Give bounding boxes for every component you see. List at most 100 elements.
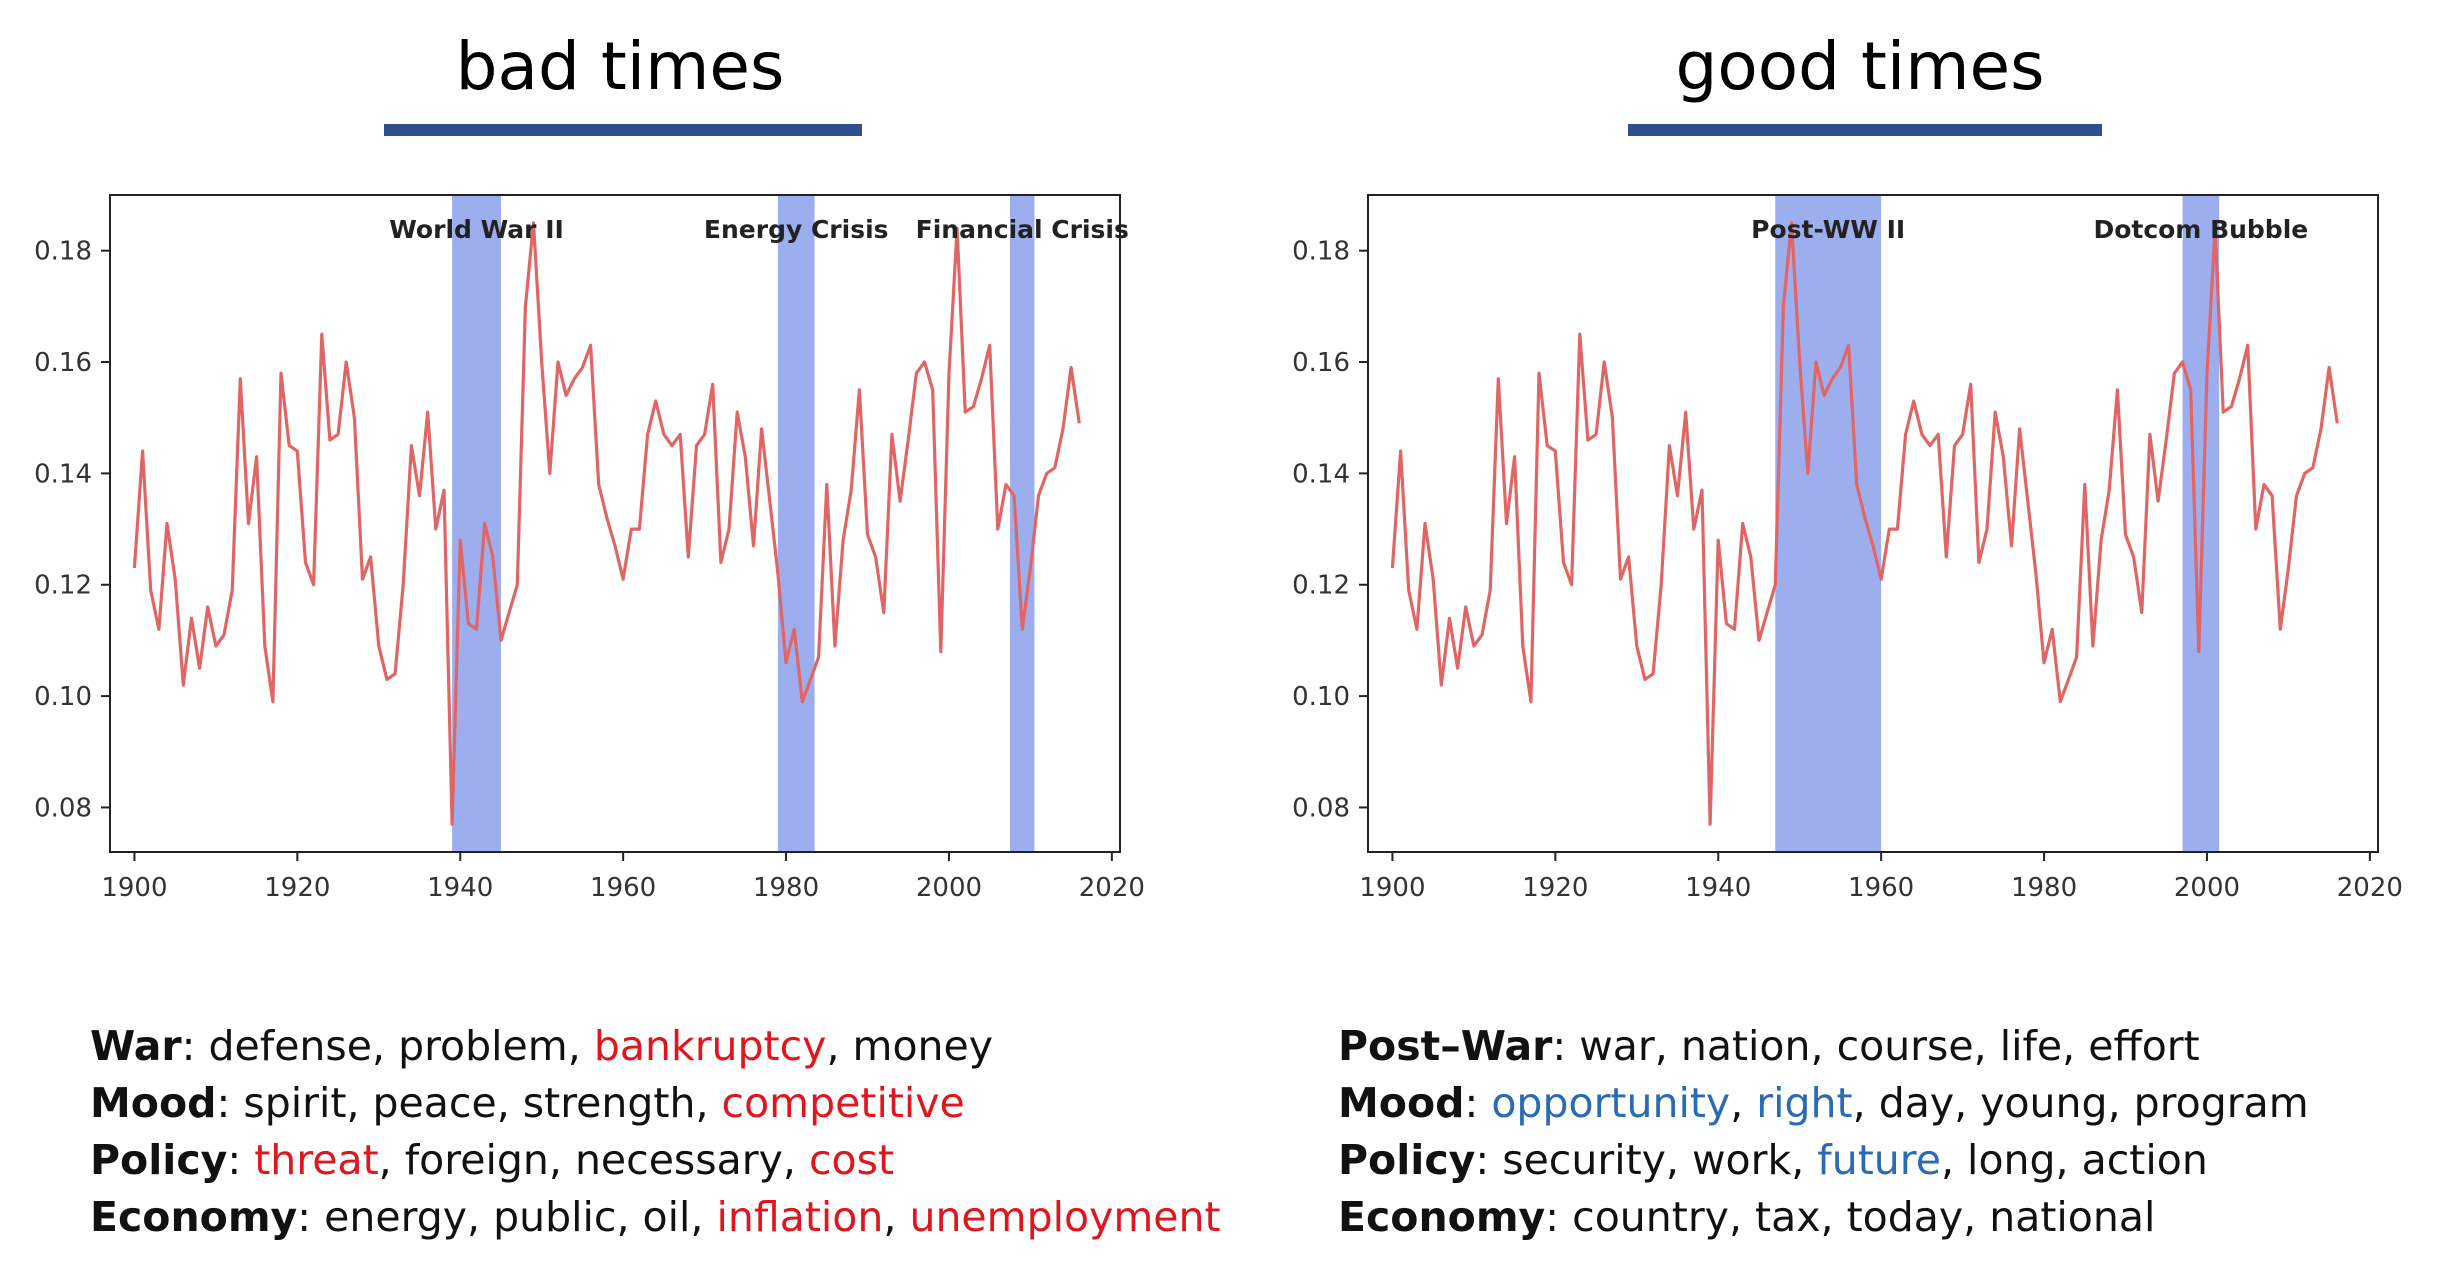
- good-times-chart-svg: Post-WW II Dotcom Bubble 1900 1920 1940 1960 1…: [1292, 194, 2403, 903]
- word-row: Policy: threat, foreign, necessary, cost: [90, 1136, 895, 1184]
- keyword: spirit: [243, 1079, 347, 1127]
- region-label: World War II: [389, 215, 564, 244]
- word-row: Economy: country, tax, today, national: [1338, 1193, 2156, 1241]
- region-label: Post-WW II: [1751, 215, 1905, 244]
- y-tick-label: 0.14: [34, 459, 92, 489]
- y-tick-label: 0.16: [1292, 348, 1350, 378]
- keyword: national: [1989, 1193, 2156, 1241]
- keyword: tax: [1755, 1193, 1821, 1241]
- keyword: life: [1999, 1022, 2063, 1070]
- y-tick-label: 0.08: [1292, 793, 1350, 823]
- x-tick-label: 2000: [2174, 873, 2240, 903]
- keyword: oil: [642, 1193, 691, 1241]
- keyword: peace: [372, 1079, 497, 1127]
- good-times-word-list: Post–War: war, nation, course, life, eff…: [1338, 1018, 2309, 1246]
- x-tick-label: 1980: [2011, 873, 2077, 903]
- good-times-title: good times: [1675, 28, 2045, 105]
- word-row: Mood: spirit, peace, strength, competiti…: [90, 1079, 965, 1127]
- keyword: nation: [1680, 1022, 1811, 1070]
- region-band: [1775, 195, 1882, 852]
- keyword: inflation: [716, 1193, 884, 1241]
- keyword: country: [1572, 1193, 1729, 1241]
- series-line: [1390, 221, 2339, 826]
- keyword: bankruptcy: [593, 1022, 827, 1070]
- bad-times-word-list: War: defense, problem, bankruptcy, money…: [90, 1018, 1221, 1246]
- y-tick-label: 0.18: [1292, 237, 1350, 267]
- y-tick-label: 0.10: [34, 682, 92, 712]
- word-category: Post–War: [1338, 1022, 1553, 1070]
- y-tick-label: 0.12: [34, 571, 92, 601]
- bad-times-chart-svg: World War II Energy Crisis Financial Crisi…: [34, 194, 1145, 903]
- region-label: Dotcom Bubble: [2093, 215, 2308, 244]
- word-category: Economy: [1338, 1193, 1546, 1241]
- x-tick-label: 2000: [916, 873, 982, 903]
- keyword: defense: [208, 1022, 372, 1070]
- keyword: foreign: [404, 1136, 549, 1184]
- keyword: cost: [808, 1136, 895, 1184]
- word-category: War: [90, 1022, 182, 1070]
- word-category: Mood: [1338, 1079, 1465, 1127]
- region-band: [1010, 195, 1035, 852]
- x-tick-label: 1900: [101, 873, 167, 903]
- word-category: Policy: [90, 1136, 228, 1184]
- keyword: unemployment: [909, 1193, 1221, 1241]
- keyword: opportunity: [1491, 1079, 1731, 1127]
- x-tick-label: 1920: [1522, 873, 1588, 903]
- word-row: Economy: energy, public, oil, inflation,…: [90, 1193, 1221, 1241]
- x-tick-label: 1980: [753, 873, 819, 903]
- keyword: public: [493, 1193, 617, 1241]
- region-band: [2182, 195, 2220, 852]
- plot-frame: [109, 194, 1121, 853]
- keyword: money: [852, 1022, 994, 1070]
- y-tick-label: 0.14: [1292, 459, 1350, 489]
- good-times-chart: Post-WW II Dotcom Bubble 1900 1920 1940 1960 1…: [1268, 180, 2428, 920]
- region-band: [777, 195, 815, 852]
- keyword: today: [1846, 1193, 1964, 1241]
- x-tick-label: 1920: [264, 873, 330, 903]
- y-tick-label: 0.10: [1292, 682, 1350, 712]
- keyword: competitive: [721, 1079, 965, 1127]
- plot-frame: [1367, 194, 2379, 853]
- keyword: security: [1502, 1136, 1666, 1184]
- word-row: Mood: opportunity, right, day, young, pr…: [1338, 1079, 2309, 1127]
- keyword: war: [1579, 1022, 1655, 1070]
- keyword: future: [1817, 1136, 1941, 1184]
- word-row: Policy: security, work, future, long, ac…: [1338, 1136, 2208, 1184]
- keyword: threat: [254, 1136, 379, 1184]
- bad-times-title: bad times: [455, 28, 785, 105]
- keyword: program: [2133, 1079, 2309, 1127]
- bad-times-title-underline: [384, 124, 862, 136]
- y-tick-label: 0.08: [34, 793, 92, 823]
- y-tick-label: 0.12: [1292, 571, 1350, 601]
- region-label: Financial Crisis: [916, 215, 1129, 244]
- word-row: Post–War: war, nation, course, life, eff…: [1338, 1022, 2200, 1070]
- region-band: [452, 195, 501, 852]
- y-tick-label: 0.18: [34, 237, 92, 267]
- word-row: War: defense, problem, bankruptcy, money: [90, 1022, 994, 1070]
- x-tick-label: 1960: [590, 873, 656, 903]
- keyword: long: [1967, 1136, 2056, 1184]
- keyword: problem: [398, 1022, 568, 1070]
- x-tick-label: 1900: [1359, 873, 1425, 903]
- keyword: work: [1692, 1136, 1792, 1184]
- keyword: effort: [2088, 1022, 2200, 1070]
- keyword: young: [1980, 1079, 2108, 1127]
- x-tick-label: 1940: [1685, 873, 1751, 903]
- keyword: day: [1878, 1079, 1955, 1127]
- x-tick-label: 1960: [1848, 873, 1914, 903]
- x-tick-label: 1940: [427, 873, 493, 903]
- keyword: right: [1756, 1079, 1853, 1127]
- y-tick-label: 0.16: [34, 348, 92, 378]
- good-times-title-underline: [1628, 124, 2102, 136]
- bad-times-chart: World War II Energy Crisis Financial Crisi…: [10, 180, 1170, 920]
- keyword: strength: [522, 1079, 696, 1127]
- keyword: energy: [324, 1193, 468, 1241]
- series-line: [132, 221, 1081, 826]
- word-category: Policy: [1338, 1136, 1476, 1184]
- region-label: Energy Crisis: [704, 215, 889, 244]
- keyword: course: [1836, 1022, 1974, 1070]
- x-tick-label: 2020: [2337, 873, 2403, 903]
- word-category: Economy: [90, 1193, 298, 1241]
- x-tick-label: 2020: [1079, 873, 1145, 903]
- keyword: necessary: [574, 1136, 783, 1184]
